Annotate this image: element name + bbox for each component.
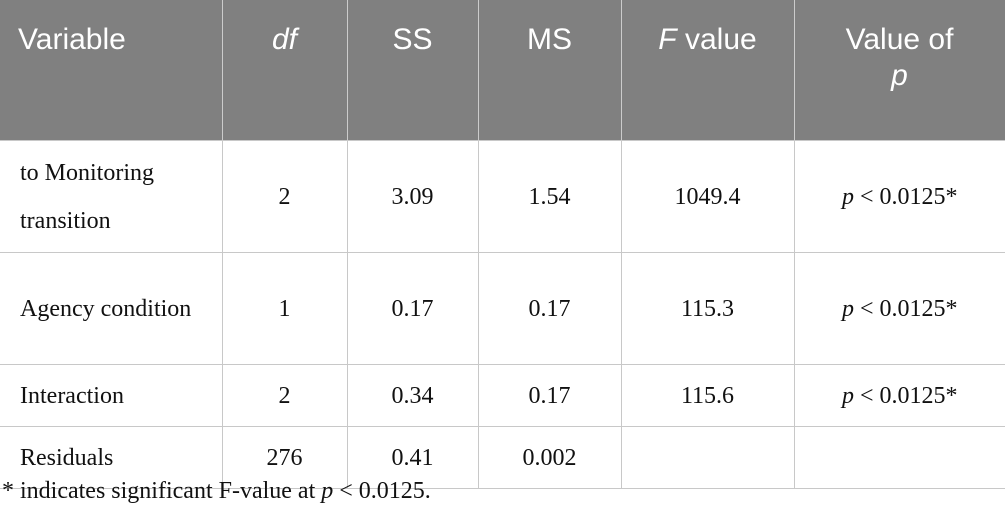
cell-text: p: [841, 382, 854, 409]
table-cell: 3.09: [346, 140, 479, 253]
table-row: to Monitoring transition 2 3.09 1.54 1049.4 p…: [0, 140, 1005, 253]
footnote-text: < 0.0125.: [339, 478, 431, 504]
cell-text: p: [841, 295, 854, 322]
table-cell: 0.34: [346, 364, 479, 427]
table-cell: 1: [221, 252, 348, 365]
table-cell: [620, 426, 795, 489]
footnote: * indicates significant F-value at p < 0…: [2, 478, 431, 505]
header-cell: df: [222, 0, 348, 141]
cell-text: < 0.0125*: [859, 382, 958, 409]
footnote-text: p: [321, 478, 334, 504]
table-cell: 1049.4: [620, 140, 795, 253]
footnote-text: * indicates significant F-value at: [2, 478, 316, 504]
header-text: df: [271, 23, 298, 56]
header-text: F: [658, 23, 677, 56]
table-row: Agency condition 1 0.17 0.17 115.3 p < 0.0125…: [0, 252, 1005, 365]
table-cell: 0.41: [346, 426, 479, 489]
table-cell: 115.3: [620, 252, 795, 365]
header-cell: Value of p: [794, 0, 1005, 141]
table-cell: 0.17: [477, 252, 622, 365]
table-cell: p < 0.0125*: [793, 364, 1005, 427]
anova-table: Variable df SS MS F value Value of p to M…: [0, 0, 1005, 489]
header-text: Value of: [845, 23, 954, 56]
header-cell: MS: [478, 0, 622, 141]
cell-text: p: [841, 183, 854, 210]
table-cell: p < 0.0125*: [793, 252, 1005, 365]
table-cell: 2: [221, 364, 348, 427]
table-body: to Monitoring transition 2 3.09 1.54 1049.4 p…: [0, 140, 1005, 489]
table-header: Variable df SS MS F value Value of p: [0, 0, 1005, 141]
cell-text: < 0.0125*: [859, 295, 958, 322]
header-cell: SS: [347, 0, 479, 141]
table-row: Residuals 276 0.41 0.002: [0, 426, 1005, 489]
header-cell: F value: [621, 0, 795, 141]
table-cell: 0.002: [477, 426, 622, 489]
table-cell: 115.6: [620, 364, 795, 427]
table-cell: p < 0.0125*: [793, 140, 1005, 253]
table-row: Interaction 2 0.34 0.17 115.6 p < 0.0125*: [0, 364, 1005, 427]
table-cell: 276: [221, 426, 348, 489]
table-cell: 0.17: [346, 252, 479, 365]
table-cell: Interaction: [0, 364, 223, 427]
cell-text: < 0.0125*: [859, 183, 958, 210]
table-cell: to Monitoring transition: [0, 140, 223, 253]
table-cell: 1.54: [477, 140, 622, 253]
header-text: value: [684, 23, 757, 56]
header-row: Variable df SS MS F value Value of p: [0, 0, 1005, 141]
table-cell: 2: [221, 140, 348, 253]
table-cell: Residuals: [0, 426, 223, 489]
table-cell: [793, 426, 1005, 489]
header-cell: Variable: [0, 0, 223, 141]
table-cell: Agency condition: [0, 252, 223, 365]
header-text: p: [891, 59, 908, 92]
table-cell: 0.17: [477, 364, 622, 427]
